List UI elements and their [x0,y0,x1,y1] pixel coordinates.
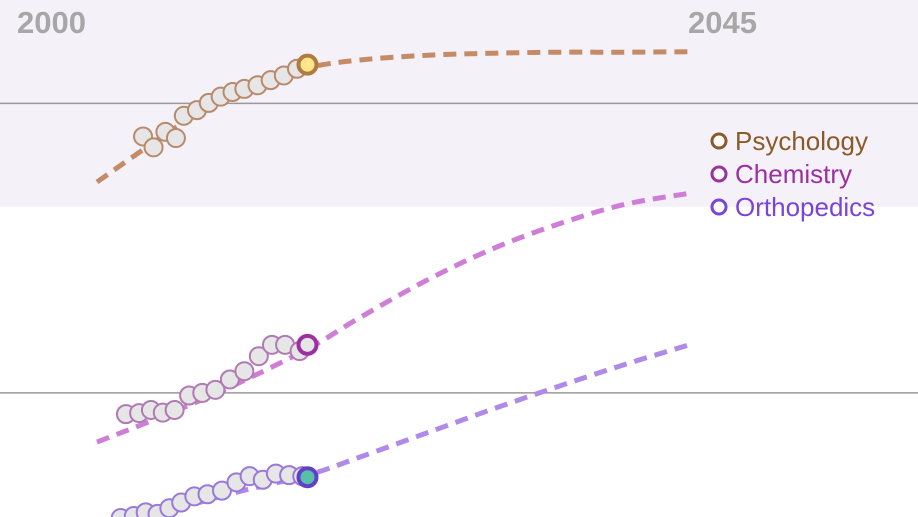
current-point-orthopedics [296,466,319,489]
current-point-psychology [296,53,319,76]
legend-marker-orthopedics [710,198,728,216]
legend-label-psychology: Psychology [735,126,868,156]
series-chemistry [96,190,690,445]
data-point-psychology-3 [165,128,186,149]
x-tick-label-start: 2000 [17,5,86,40]
legend-marker-psychology [710,132,728,150]
legend-label-orthopedics: Orthopedics [735,192,875,222]
legend-label-chemistry: Chemistry [735,159,852,189]
legend-marker-chemistry [710,165,728,183]
data-point-chemistry-4 [164,399,185,420]
data-point-chemistry-10 [248,346,269,367]
series-layer [95,49,690,517]
data-point-chemistry-7 [205,379,226,400]
x-tick-label-end: 2045 [688,5,757,40]
series-orthopedics [110,342,690,517]
current-point-chemistry [296,333,319,356]
data-point-psychology-1 [143,137,164,158]
data-point-chemistry-9 [234,361,255,382]
series-psychology [95,49,690,185]
